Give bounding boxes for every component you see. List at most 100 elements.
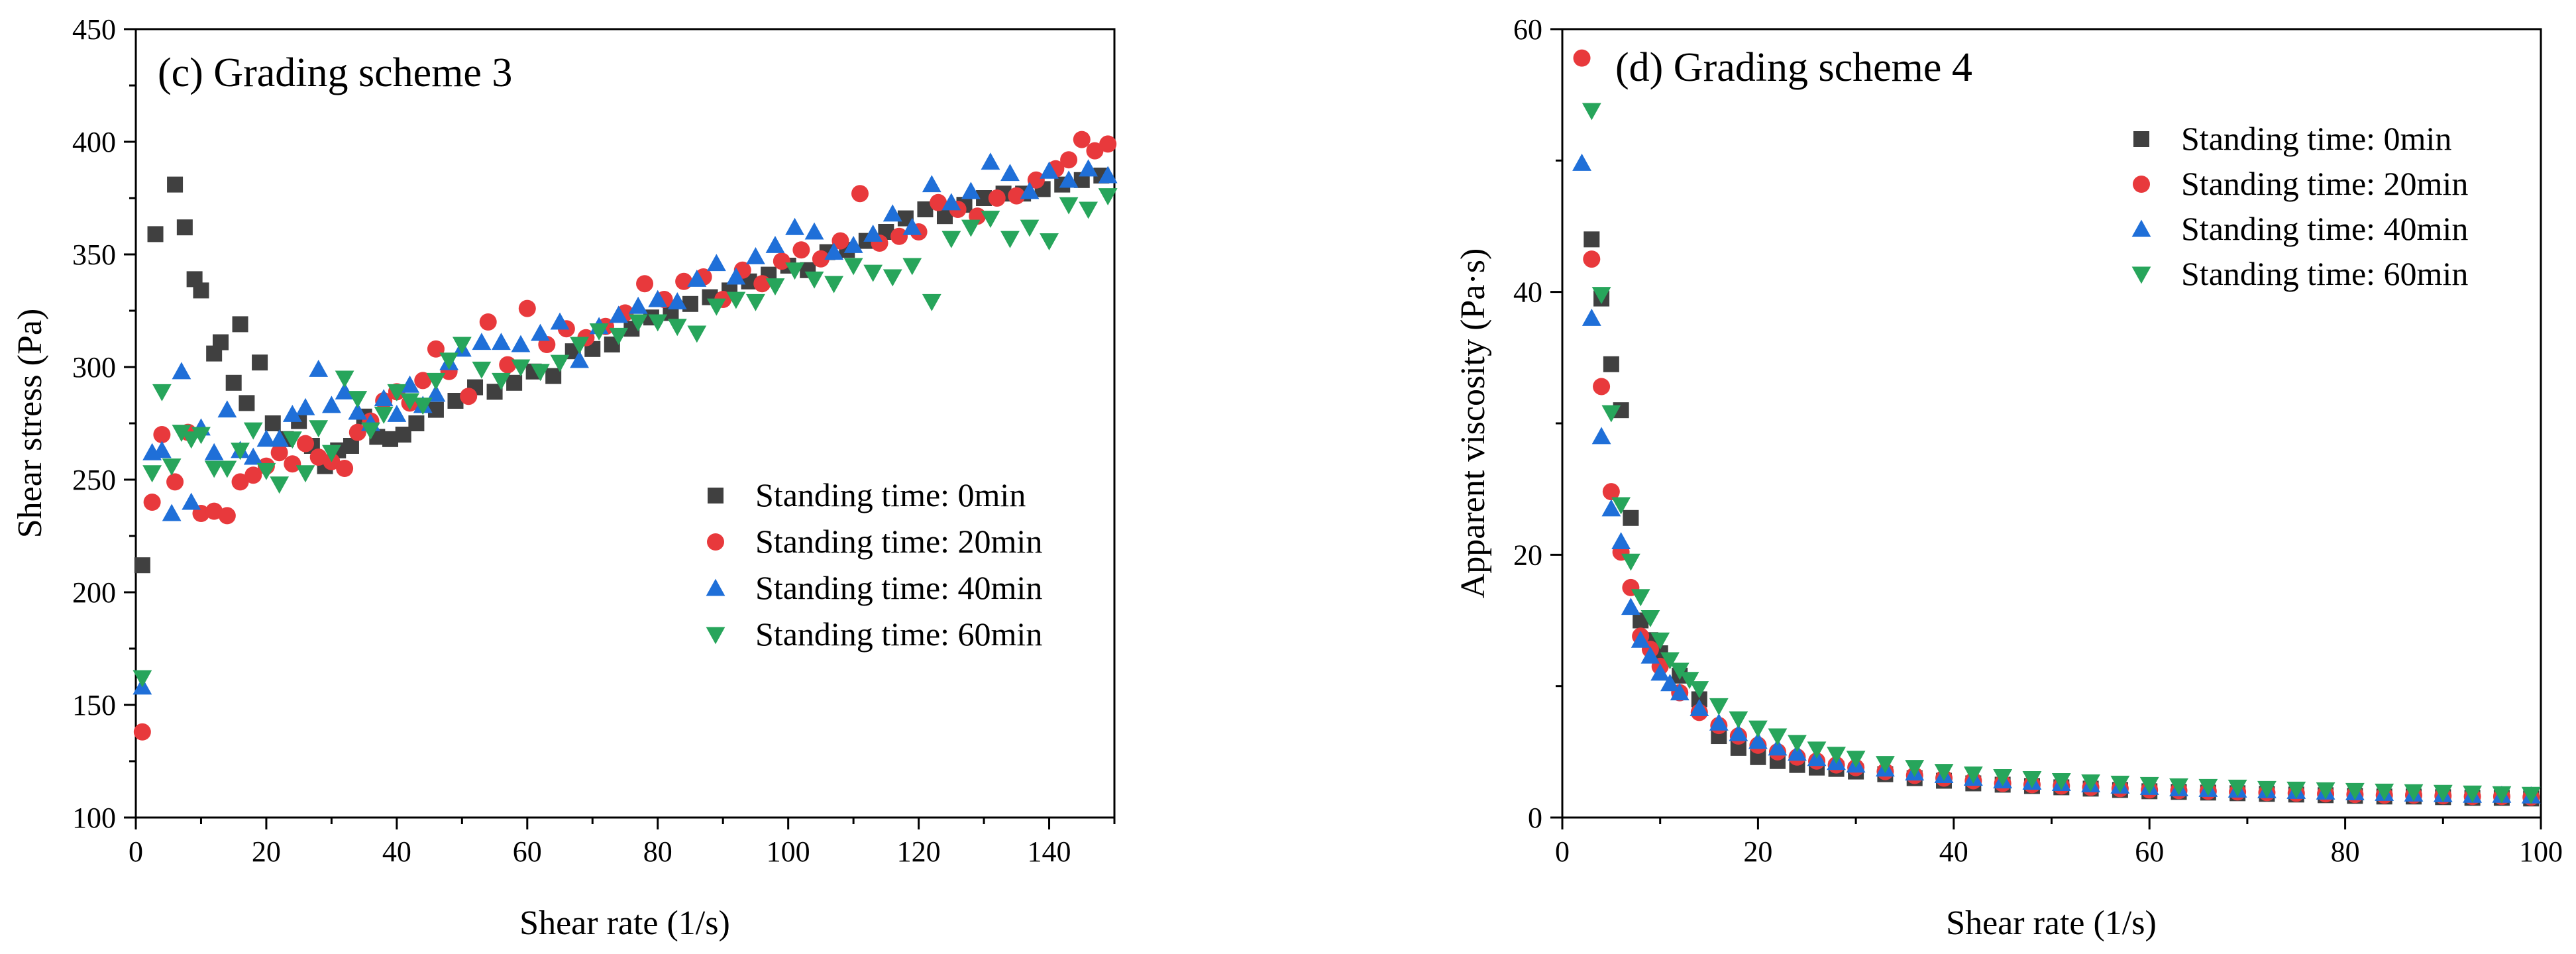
data-point: [231, 473, 249, 491]
data-point: [902, 258, 922, 276]
legend-marker: [2133, 176, 2150, 193]
data-point: [143, 494, 161, 511]
data-point: [361, 422, 380, 440]
data-point: [706, 298, 726, 316]
y-axis-title-c: Shear stress (Pa): [11, 309, 49, 539]
data-point: [2081, 774, 2100, 792]
data-point: [824, 242, 843, 260]
data-point: [479, 313, 497, 331]
marks-c: [133, 131, 1118, 741]
data-point: [2169, 778, 2188, 796]
data-point: [843, 258, 863, 276]
data-point: [1621, 553, 1640, 571]
data-point: [172, 362, 191, 380]
x-tick-label: 20: [1743, 835, 1772, 868]
data-point: [176, 219, 193, 236]
data-point: [1993, 768, 2013, 786]
data-point: [225, 374, 242, 391]
data-point: [1603, 356, 1619, 372]
data-point: [1572, 153, 1591, 171]
data-point: [270, 476, 290, 494]
data-point: [706, 254, 726, 272]
data-point: [2198, 778, 2218, 796]
x-tick-label: 100: [2519, 835, 2563, 868]
data-point: [1591, 427, 1611, 445]
data-point: [252, 354, 268, 371]
legend-marker: [707, 533, 724, 551]
data-point: [2257, 780, 2277, 798]
data-point: [374, 389, 394, 407]
data-point: [1640, 610, 1660, 627]
data-point: [628, 314, 648, 332]
data-point: [675, 272, 693, 290]
data-point: [518, 299, 536, 317]
panel-d: 0 20 40 60 80 100 0 20 40 60 (d) Grading scheme 4…: [1454, 13, 2563, 942]
series-1: [1573, 49, 2540, 806]
data-point: [2404, 784, 2424, 802]
data-point: [348, 402, 368, 420]
data-point: [217, 460, 237, 478]
legend-marker: [2131, 219, 2151, 237]
data-point: [609, 327, 629, 345]
data-point: [492, 333, 511, 350]
data-point: [545, 368, 562, 384]
data-point: [472, 333, 492, 350]
data-point: [2521, 786, 2541, 804]
data-point: [765, 236, 785, 253]
data-point: [408, 415, 425, 431]
data-point: [243, 447, 263, 465]
x-tick-label: 0: [1555, 835, 1570, 868]
data-point: [1788, 735, 1807, 753]
legend-label: Standing time: 40min: [2181, 210, 2468, 247]
y-axis-title-d: Apparent viscosity (Pa·s): [1454, 248, 1492, 599]
series-3: [133, 188, 1118, 688]
data-point: [1020, 219, 1040, 237]
data-point: [1098, 188, 1118, 205]
y-tick-label: 60: [1513, 13, 1542, 46]
data-point: [2375, 783, 2394, 801]
y-tick-label: 400: [72, 126, 116, 158]
series-3: [1582, 103, 2541, 804]
data-point: [256, 429, 276, 447]
y-tick-label: 200: [72, 576, 116, 609]
x-tick-label: 20: [252, 835, 281, 868]
x-axis-title-c: Shear rate (1/s): [519, 904, 730, 942]
data-point: [961, 219, 981, 237]
data-point: [726, 267, 746, 285]
data-point: [1650, 632, 1670, 650]
data-point: [1086, 142, 1104, 160]
data-point: [589, 323, 609, 341]
legend-marker: [2131, 266, 2151, 284]
data-point: [166, 473, 184, 491]
data-point: [1660, 652, 1680, 670]
data-point: [2463, 785, 2483, 803]
data-point: [682, 295, 698, 312]
data-point: [1670, 662, 1690, 680]
data-point: [753, 275, 771, 293]
data-point: [172, 425, 191, 442]
legend-label: Standing time: 0min: [755, 476, 1026, 513]
data-point: [1611, 532, 1631, 550]
data-point: [1729, 723, 1748, 741]
data-point: [1905, 760, 1925, 778]
data-point: [1099, 135, 1117, 153]
panel-title-d: (d) Grading scheme 4: [1615, 45, 1972, 90]
data-point: [1582, 103, 1601, 121]
data-point: [1020, 182, 1040, 199]
data-point: [628, 296, 648, 314]
data-point: [152, 384, 172, 401]
data-point: [297, 435, 315, 452]
data-point: [1583, 231, 1600, 248]
data-point: [687, 270, 707, 287]
data-point: [349, 423, 366, 441]
data-point: [550, 312, 570, 330]
data-point: [400, 375, 419, 393]
data-point: [570, 350, 589, 368]
data-point: [309, 420, 329, 438]
data-point: [1621, 598, 1640, 615]
data-point: [1000, 231, 1020, 248]
y-tick-label: 40: [1513, 276, 1542, 309]
data-point: [2227, 779, 2247, 797]
data-point: [1060, 151, 1078, 169]
